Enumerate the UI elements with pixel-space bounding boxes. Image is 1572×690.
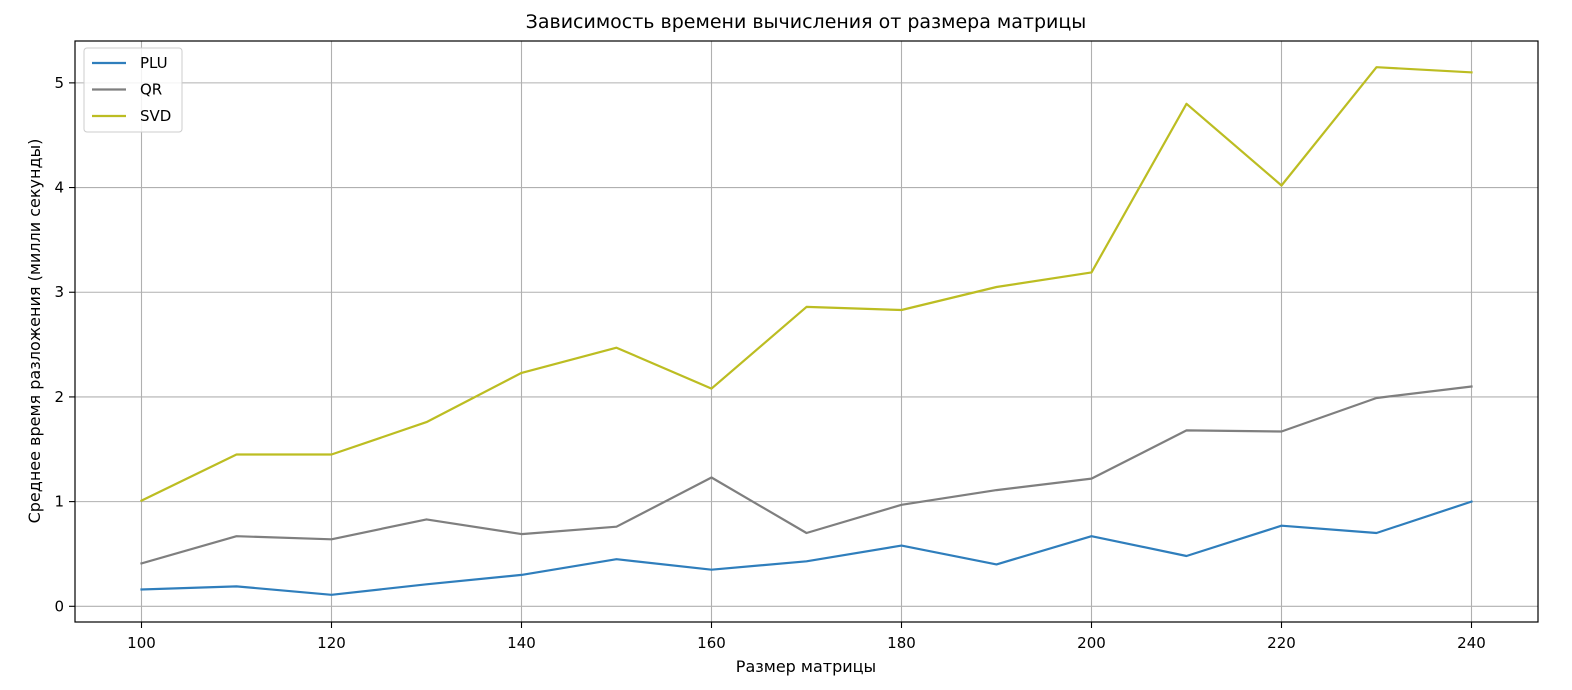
series-lines bbox=[140, 66, 1473, 596]
x-tick-label: 180 bbox=[887, 634, 916, 652]
y-tick-label: 3 bbox=[54, 283, 64, 301]
x-axis-label: Размер матрицы bbox=[736, 657, 876, 676]
y-tick-label: 0 bbox=[54, 597, 64, 615]
y-axis-label: Среднее время разложения (милли секунды) bbox=[25, 139, 44, 524]
y-tick-label: 2 bbox=[54, 388, 64, 406]
x-tick-label: 120 bbox=[317, 634, 346, 652]
legend-label-qr: QR bbox=[140, 81, 162, 99]
chart-title: Зависимость времени вычисления от размер… bbox=[526, 11, 1087, 33]
x-tick-label: 220 bbox=[1267, 634, 1296, 652]
series-line-plu bbox=[140, 500, 1473, 596]
legend: PLU QR SVD bbox=[83, 47, 183, 133]
y-tick-label: 5 bbox=[54, 74, 64, 92]
legend-box bbox=[83, 47, 183, 133]
y-axis-ticks: 0 1 2 3 4 5 bbox=[54, 74, 75, 615]
series-line-svd bbox=[140, 66, 1473, 503]
grid-lines bbox=[75, 41, 1538, 622]
x-tick-label: 240 bbox=[1457, 634, 1486, 652]
series-line-qr bbox=[140, 385, 1473, 565]
x-tick-label: 100 bbox=[127, 634, 156, 652]
x-tick-label: 140 bbox=[507, 634, 536, 652]
x-tick-label: 200 bbox=[1077, 634, 1106, 652]
y-tick-label: 1 bbox=[54, 493, 64, 511]
y-tick-label: 4 bbox=[54, 179, 64, 197]
legend-label-plu: PLU bbox=[140, 54, 168, 72]
x-tick-label: 160 bbox=[697, 634, 726, 652]
legend-label-svd: SVD bbox=[140, 107, 171, 125]
plot-frame bbox=[74, 40, 1539, 623]
x-axis-ticks: 100 120 140 160 180 200 220 240 bbox=[127, 622, 1486, 652]
